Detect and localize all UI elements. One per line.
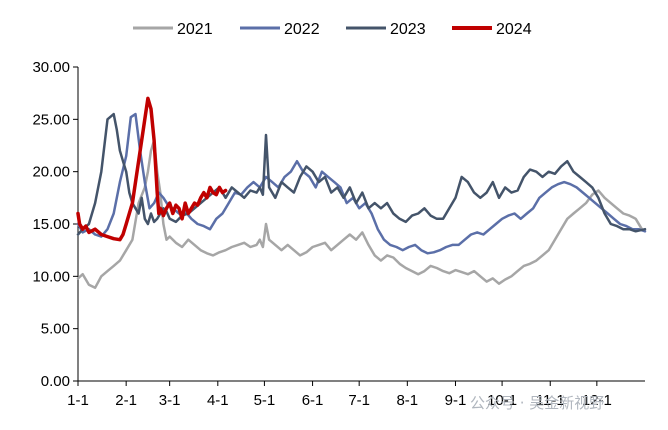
x-tick-label: 9-1: [445, 392, 467, 409]
y-tick-label: 5.00: [41, 321, 70, 338]
series-layer: [76, 96, 647, 290]
x-tick-label: 8-1: [396, 392, 418, 409]
y-tick-label: 15.00: [32, 216, 70, 233]
x-tick-label: 4-1: [207, 392, 229, 409]
x-tick-label: 1-1: [67, 392, 89, 409]
series-line-2023: [76, 112, 647, 236]
legend-label-2024: 2024: [496, 21, 532, 38]
x-axis: 1-1 2-1 3-1 4-1 5-1 6-1 7-1 8-1 9-1 10-1 11-1 12-1: [67, 380, 645, 409]
legend-label-2023: 2023: [390, 21, 426, 38]
y-tick-label: 20.00: [32, 164, 70, 181]
x-tick-label: 10-1: [487, 392, 517, 409]
series-line-2021: [76, 139, 644, 290]
legend-label-2022: 2022: [284, 21, 320, 38]
legend: 2021 2022 2023 2024: [133, 21, 532, 38]
x-tick-label: 7-1: [348, 392, 370, 409]
x-tick-label: 3-1: [159, 392, 181, 409]
y-tick-label: 0.00: [41, 373, 70, 390]
watermark: 公众号 · 吴金新视野: [470, 394, 604, 412]
legend-label-2021: 2021: [177, 21, 213, 38]
y-tick-label: 25.00: [32, 111, 70, 128]
x-tick-label: 11-1: [536, 392, 565, 409]
series-line-2024: [76, 96, 228, 242]
y-tick-label: 10.00: [32, 268, 70, 285]
y-tick-label: 30.00: [32, 59, 70, 76]
y-axis: 0.00 5.00 10.00 15.00 20.00 25.00 30.00: [32, 59, 79, 390]
x-tick-label: 5-1: [254, 392, 276, 409]
x-tick-label: 12-1: [582, 392, 612, 409]
x-tick-label: 2-1: [115, 392, 137, 409]
x-tick-label: 6-1: [302, 392, 324, 409]
